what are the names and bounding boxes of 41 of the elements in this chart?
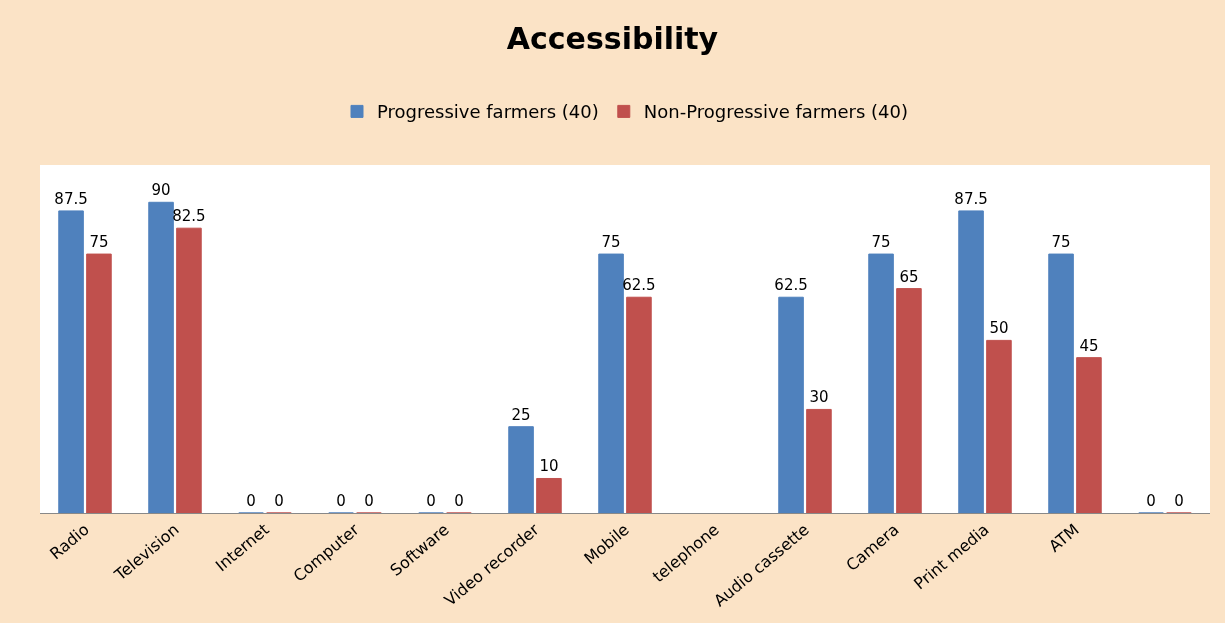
data-label: 0 [1146,492,1156,510]
bar [598,253,624,513]
data-label: 0 [1174,492,1184,510]
bar [986,339,1012,513]
data-label: 30 [809,388,829,407]
data-label: 0 [246,492,256,510]
bar [176,227,202,513]
data-label: 87.5 [954,189,988,208]
data-label: 75 [1051,233,1071,252]
data-label: 62.5 [774,276,808,295]
chart-title: Accessibility [506,21,719,57]
bar [536,477,562,513]
bar [58,210,84,513]
bar [806,408,832,513]
bar [868,253,894,513]
bar [958,210,984,513]
bar [1048,253,1074,513]
legend-label: Non-Progressive farmers (40) [643,101,908,123]
data-label: 10 [539,457,559,476]
legend-label: Progressive farmers (40) [377,101,599,123]
data-label: 0 [274,492,284,510]
data-label: 0 [454,492,464,510]
data-label: 65 [899,267,919,286]
bar [508,426,534,513]
data-label: 90 [151,181,171,200]
data-label: 50 [989,319,1009,338]
bar [148,201,174,513]
data-label: 75 [89,233,109,252]
data-label: 45 [1079,336,1099,355]
data-label: 87.5 [54,189,88,208]
bar [1076,357,1102,513]
bar [626,296,652,513]
bar [896,288,922,513]
bar [778,296,804,513]
data-label: 75 [871,233,891,252]
data-label: 25 [511,405,531,424]
bar [86,253,112,513]
data-label: 0 [336,492,346,510]
data-label: 75 [601,233,621,252]
data-label: 0 [426,492,436,510]
data-label: 0 [364,492,374,510]
